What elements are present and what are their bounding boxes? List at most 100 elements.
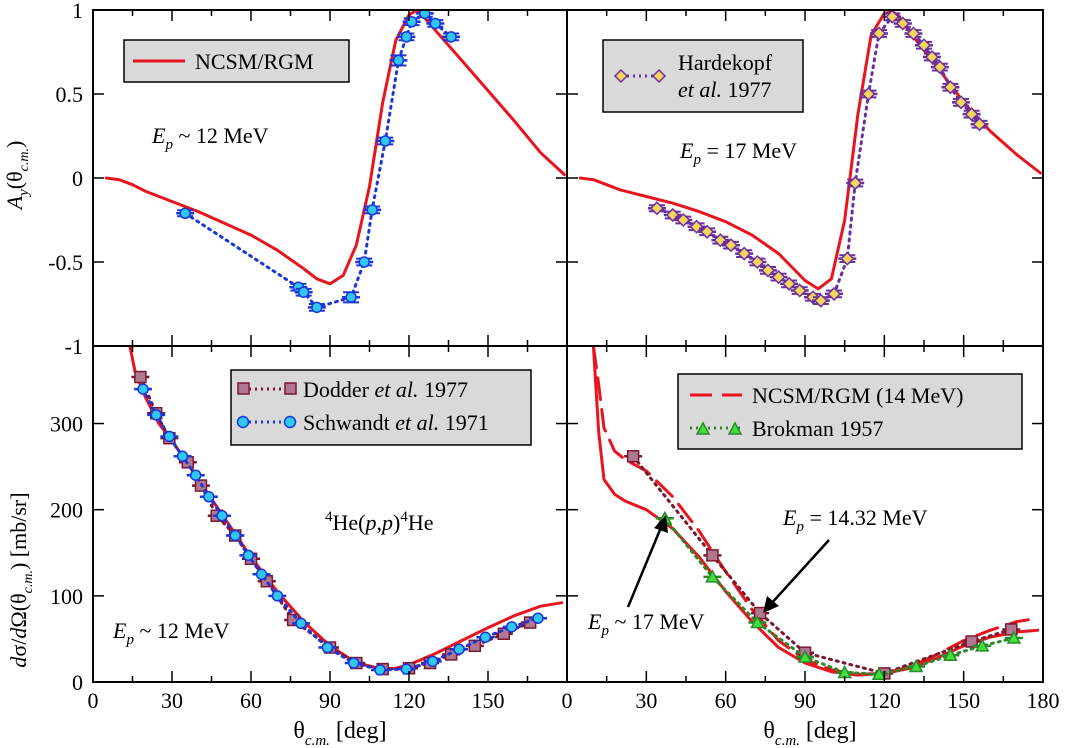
bottom-left-series-2-point xyxy=(321,641,334,654)
top-left-ytick-label: 1 xyxy=(72,0,83,23)
bottom-left-xtick-label: 0 xyxy=(88,688,99,713)
top-right-series-1-point xyxy=(750,254,765,270)
top-left-series-1-point xyxy=(311,301,323,314)
bottom-right-series-1-line xyxy=(591,346,1040,676)
top-right-series-1-point xyxy=(848,175,863,191)
annotation-ep-14: Ep = 14.32 MeV xyxy=(782,505,928,535)
top-right-series-1-point xyxy=(689,219,704,234)
top-left-ytick-label: 0 xyxy=(72,166,83,191)
top-right-series-1-point xyxy=(665,207,680,223)
bottom-left-ytick-label: 100 xyxy=(50,584,83,609)
legend-brokman-label: Brokman 1957 xyxy=(752,416,883,441)
bottom-left-xtick-label: 60 xyxy=(240,688,262,713)
bottom-left-xtick-label: 150 xyxy=(472,688,505,713)
bottom-left-series-2-point xyxy=(229,529,241,542)
legend-dodder-label: Dodder et al. 1977 xyxy=(303,377,468,402)
top-right-series-1-point xyxy=(906,26,921,41)
top-right-series-1-point xyxy=(943,80,958,95)
bottom-right-xtick-label: 180 xyxy=(1027,688,1060,713)
top-right-series-1-point xyxy=(953,95,969,110)
top-right-series-1-point xyxy=(813,293,828,308)
top-right-series-1-point xyxy=(964,107,979,122)
legend-bottom-left: Dodder et al. 1977 Schwandt et al. 1971 xyxy=(230,369,532,446)
top-right-series-1-point xyxy=(871,26,887,41)
ylabel-cross-section: dσ/dΩ(θc.m.) [mb/sr] xyxy=(6,492,36,667)
bottom-right-series-2-point xyxy=(965,635,978,648)
top-left-ytick-label: 0.5 xyxy=(56,82,84,107)
top-right-series-1-point xyxy=(840,251,855,266)
legend-schwandt-label: Schwandt et al. 1971 xyxy=(303,410,489,435)
annotation-ep-17-top: Ep = 17 MeV xyxy=(679,138,797,168)
top-right-series-1-point xyxy=(723,238,739,253)
bottom-left-series-2-point xyxy=(216,509,228,522)
bottom-left-series-2-point xyxy=(295,617,307,630)
bottom-right-series-2-point xyxy=(706,549,719,562)
bottom-right-series-3-point xyxy=(750,614,765,629)
top-left-series-1-point xyxy=(297,286,310,298)
bottom-right-series-3-point xyxy=(1006,630,1022,644)
bottom-left-xtick-label: 120 xyxy=(393,688,426,713)
bottom-right-series-2-point xyxy=(626,450,640,463)
legend-top-left: NCSM/RGM xyxy=(123,39,350,83)
top-right-series-1-point xyxy=(737,246,752,261)
bottom-right-series-3-point xyxy=(974,638,990,652)
bottom-right-xtick-label: 150 xyxy=(947,688,980,713)
bottom-left-xtick-label: 30 xyxy=(161,688,183,713)
bottom-right-series-2-point xyxy=(753,606,767,620)
top-right-series-1-point xyxy=(792,283,807,298)
ylabel-asymmetry: Ay(θc.m.) xyxy=(2,141,32,212)
bottom-left-series-2-point xyxy=(453,643,465,656)
bottom-right-xtick-label: 60 xyxy=(715,688,737,713)
bottom-left-series-1-point xyxy=(134,370,147,384)
bottom-left-series-2-point xyxy=(271,590,284,602)
bottom-left-ytick-label: 300 xyxy=(50,412,83,437)
legend-hardekopf-label-2: et al. 1977 xyxy=(678,77,772,102)
top-left-series-1-point xyxy=(419,10,431,20)
top-right-series-1-point xyxy=(827,286,842,301)
bottom-right-series-3-point xyxy=(943,647,958,662)
bottom-left-series-2-point xyxy=(203,491,215,503)
bottom-right-xtick-label: 90 xyxy=(794,688,816,713)
top-left-series-1-point xyxy=(358,256,370,268)
panel-top-left xyxy=(104,10,566,314)
bottom-right-xtick-label: 0 xyxy=(562,688,573,713)
bottom-right-series-3-point xyxy=(705,569,720,583)
xlabel-right: θc.m. [deg] xyxy=(763,718,856,748)
top-right-series-1-point xyxy=(924,49,939,65)
arrow-17-MeV xyxy=(626,515,668,608)
top-left-ytick-label: -0.5 xyxy=(48,250,83,275)
arrow-14-MeV xyxy=(763,539,830,613)
legend-bottom-right: NCSM/RGM (14 MeV) Brokman 1957 xyxy=(677,373,1023,450)
top-right-series-1-point xyxy=(932,60,947,75)
panel-top-right xyxy=(578,10,1042,308)
panel-bottom-left xyxy=(128,346,564,676)
axes-layer: -1 -0.5 0 0.5 1 0 100 200 300 0 30 60 90 120 150 0 30 60 9… xyxy=(48,0,1059,713)
top-right-series-1-point xyxy=(895,16,910,31)
bottom-left-series-2-point xyxy=(255,568,268,581)
bottom-left-series-2-point xyxy=(176,450,189,463)
bottom-left-xtick-label: 90 xyxy=(319,688,341,713)
annotation-ep-12-bottom: Ep ~ 12 MeV xyxy=(112,618,230,648)
annotation-ep-17-bottom: Ep ~ 17 MeV xyxy=(587,609,705,639)
top-right-series-1-point xyxy=(972,117,987,132)
bottom-left-series-2-point xyxy=(189,469,202,481)
top-right-series-1-point xyxy=(713,233,728,248)
legend-ncsm-14-label: NCSM/RGM (14 MeV) xyxy=(752,383,963,408)
top-left-series-1-point xyxy=(429,17,442,30)
legend-ncsm-rgm-label: NCSM/RGM xyxy=(195,49,314,74)
bottom-left-ytick-label: 0 xyxy=(72,670,83,695)
annotation-reaction: 4He(p,p)4He xyxy=(325,509,433,535)
bottom-right-series-3-point xyxy=(871,666,887,680)
bottom-right-series-2-point xyxy=(1005,623,1018,636)
annotation-ep-12-top: Ep ~ 12 MeV xyxy=(151,123,269,153)
top-right-series-1-point xyxy=(676,212,691,228)
top-left-series-1-point xyxy=(345,291,357,304)
bottom-left-series-2-point xyxy=(532,612,544,624)
top-left-series-1-point xyxy=(445,31,457,43)
top-left-ytick-label: -1 xyxy=(65,334,83,359)
bottom-left-series-2-point xyxy=(400,663,413,675)
legend-top-right: Hardekopf et al. 1977 xyxy=(602,39,804,113)
top-left-series-0-line xyxy=(104,10,566,286)
bottom-right-xtick-label: 30 xyxy=(635,688,657,713)
